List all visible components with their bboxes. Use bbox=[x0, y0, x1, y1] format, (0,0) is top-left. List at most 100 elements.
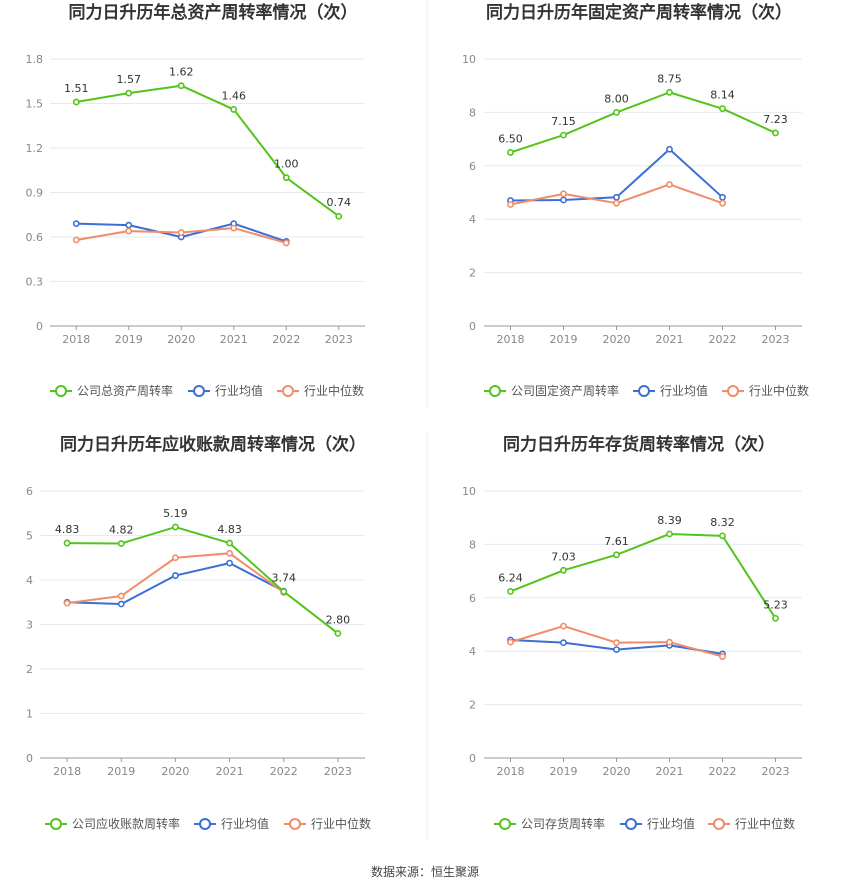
y-tick-label: 6 bbox=[469, 160, 476, 173]
legend-item-1[interactable]: 公司应收账款周转率 bbox=[45, 816, 180, 831]
legend-item-2[interactable]: 行业均值 bbox=[194, 816, 269, 831]
legend-label: 公司总资产周转率 bbox=[77, 383, 173, 398]
y-tick-label: 4 bbox=[469, 645, 476, 658]
x-tick-label: 2022 bbox=[709, 765, 737, 778]
data-point bbox=[772, 129, 779, 137]
y-tick-label: 10 bbox=[462, 53, 476, 66]
x-tick-label: 2018 bbox=[53, 765, 81, 778]
data-point bbox=[772, 614, 779, 622]
data-label: 8.75 bbox=[657, 72, 682, 85]
data-point bbox=[507, 638, 514, 646]
data-point bbox=[507, 149, 514, 156]
y-tick-label: 6 bbox=[26, 485, 33, 498]
legend-item-2[interactable]: 行业均值 bbox=[633, 383, 708, 398]
data-label: 1.51 bbox=[64, 82, 89, 95]
data-label: 0.74 bbox=[327, 196, 352, 209]
legend-item-3[interactable]: 行业中位数 bbox=[722, 383, 809, 398]
chart-panel-1: 同力日升历年总资产周转率情况（次） 0 0.3 0.6 0.9 1.2 1.5 1.8 2018… bbox=[26, 2, 365, 398]
legend-label: 行业中位数 bbox=[749, 383, 809, 398]
data-point bbox=[125, 89, 133, 97]
chart-title: 同力日升历年固定资产周转率情况（次） bbox=[486, 2, 792, 23]
legend-item-1[interactable]: 公司总资产周转率 bbox=[50, 383, 173, 398]
chart-panel-3: 同力日升历年应收账款周转率情况（次） 0 1 2 3 4 5 6 2018 2019 2020 202… bbox=[26, 434, 371, 831]
legend-label: 公司固定资产周转率 bbox=[511, 383, 619, 398]
data-point bbox=[172, 572, 179, 579]
data-point bbox=[177, 82, 185, 90]
chart-panel-4: 同力日升历年存货周转率情况（次） 0 2 4 6 8 10 2018 2019 2020 2021 2… bbox=[462, 434, 802, 831]
data-point bbox=[613, 551, 620, 559]
y-tick-label: 0 bbox=[26, 752, 33, 765]
legend-item-1[interactable]: 公司固定资产周转率 bbox=[484, 383, 619, 398]
x-tick-label: 2020 bbox=[167, 333, 195, 346]
data-label: 7.23 bbox=[763, 113, 788, 126]
x-tick-label: 2020 bbox=[161, 765, 189, 778]
legend-item-2[interactable]: 行业均值 bbox=[620, 816, 695, 831]
data-point bbox=[560, 622, 567, 630]
data-point bbox=[613, 193, 620, 201]
legend-marker bbox=[499, 818, 511, 830]
data-point bbox=[613, 199, 620, 207]
data-point bbox=[666, 530, 673, 538]
legend-item-1[interactable]: 公司存货周转率 bbox=[494, 816, 605, 831]
data-point bbox=[230, 224, 238, 232]
y-tick-label: 2 bbox=[469, 699, 476, 712]
legend-label: 行业均值 bbox=[215, 383, 263, 398]
legend-marker bbox=[713, 818, 725, 830]
legend-label: 行业中位数 bbox=[311, 816, 371, 831]
data-label: 1.57 bbox=[117, 73, 142, 86]
y-tick-label: 4 bbox=[26, 574, 33, 587]
data-point bbox=[280, 588, 288, 595]
data-label: 6.50 bbox=[498, 132, 523, 145]
data-point bbox=[226, 559, 233, 567]
data-point bbox=[507, 587, 514, 595]
data-label: 7.03 bbox=[551, 550, 576, 563]
data-point bbox=[560, 639, 567, 647]
x-tick-label: 2023 bbox=[762, 333, 790, 346]
y-tick-label: 0.6 bbox=[26, 231, 44, 244]
data-point bbox=[719, 193, 726, 201]
data-point bbox=[613, 109, 620, 116]
data-point bbox=[63, 599, 71, 607]
x-tick-label: 2018 bbox=[497, 765, 525, 778]
data-label: 8.39 bbox=[657, 514, 682, 527]
data-point bbox=[335, 212, 343, 220]
x-tick-label: 2023 bbox=[762, 765, 790, 778]
data-label: 4.83 bbox=[217, 523, 242, 536]
data-label: 8.32 bbox=[710, 516, 735, 529]
data-label: 7.61 bbox=[604, 535, 629, 548]
data-point bbox=[72, 236, 80, 244]
data-label: 6.24 bbox=[498, 571, 523, 584]
legend-marker bbox=[193, 385, 205, 397]
data-point bbox=[230, 106, 238, 113]
legend-item-2[interactable]: 行业均值 bbox=[188, 383, 263, 398]
data-point bbox=[560, 196, 567, 204]
y-tick-label: 8 bbox=[469, 106, 476, 119]
data-point bbox=[560, 131, 567, 139]
data-label: 1.00 bbox=[274, 158, 299, 171]
legend-item-3[interactable]: 行业中位数 bbox=[284, 816, 371, 831]
legend-marker bbox=[489, 385, 501, 397]
y-tick-label: 1.8 bbox=[26, 53, 44, 66]
legend-item-3[interactable]: 行业中位数 bbox=[708, 816, 795, 831]
legend-item-3[interactable]: 行业中位数 bbox=[277, 383, 364, 398]
data-point bbox=[117, 540, 125, 547]
data-point bbox=[719, 199, 726, 207]
x-tick-label: 2021 bbox=[656, 333, 684, 346]
source-note: 数据来源：恒生聚源 bbox=[371, 864, 479, 879]
x-tick-label: 2022 bbox=[270, 765, 298, 778]
data-label: 8.00 bbox=[604, 92, 629, 105]
data-label: 8.14 bbox=[710, 89, 735, 102]
chart-title: 同力日升历年应收账款周转率情况（次） bbox=[60, 434, 366, 455]
data-point bbox=[613, 639, 620, 647]
data-point bbox=[177, 229, 185, 236]
x-tick-label: 2023 bbox=[325, 333, 353, 346]
legend-marker bbox=[625, 818, 637, 830]
y-tick-label: 1.2 bbox=[26, 142, 44, 155]
legend-marker bbox=[727, 385, 739, 397]
y-tick-label: 0 bbox=[469, 752, 476, 765]
data-label: 4.83 bbox=[55, 523, 80, 536]
y-tick-label: 2 bbox=[26, 663, 33, 676]
y-tick-label: 5 bbox=[26, 530, 33, 543]
y-tick-label: 0.3 bbox=[26, 276, 44, 289]
legend-label: 公司应收账款周转率 bbox=[72, 816, 180, 831]
